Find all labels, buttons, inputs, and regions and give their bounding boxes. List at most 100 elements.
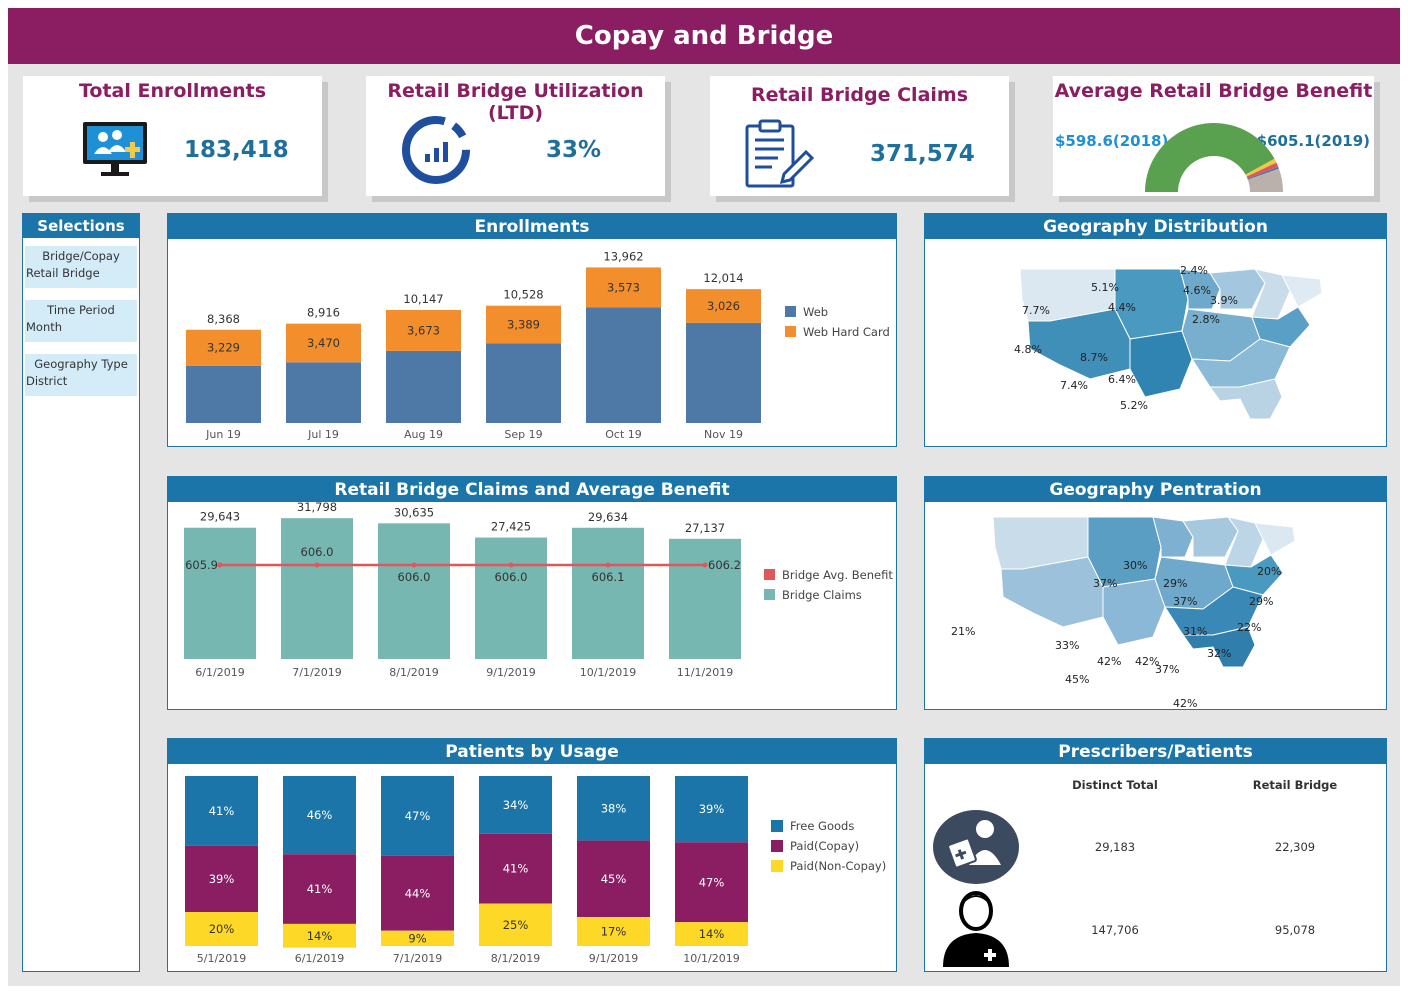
map-value-label: 7.7% bbox=[1022, 304, 1050, 317]
segment-label: 25% bbox=[503, 918, 529, 932]
segment-label: 3,389 bbox=[507, 318, 540, 332]
bar-web-hard-card bbox=[386, 309, 461, 351]
panel-title: Enrollments bbox=[168, 214, 896, 239]
geo-penetration-panel: Geography Pentration 30% 37% 29% 37% 20% 29% 2… bbox=[924, 476, 1387, 710]
legend-label: Paid(Copay) bbox=[790, 839, 859, 853]
selection-bridge-copay[interactable]: Bridge/Copay Retail Bridge bbox=[25, 246, 137, 288]
total-label: 10,147 bbox=[403, 292, 443, 306]
bar-segment bbox=[381, 776, 454, 856]
map-value-label: 37% bbox=[1155, 663, 1179, 676]
panel-title: Prescribers/Patients bbox=[925, 739, 1386, 764]
gauge-right-label: $605.1(2019) bbox=[1256, 132, 1370, 150]
legend-label: Bridge Claims bbox=[782, 588, 862, 602]
bar-value-label: 27,137 bbox=[685, 521, 725, 535]
map-value-label: 3.9% bbox=[1210, 294, 1238, 307]
segment-label: 20% bbox=[209, 922, 235, 936]
x-tick-label: 7/1/2019 bbox=[393, 952, 442, 965]
legend-swatch bbox=[771, 860, 783, 872]
map-region bbox=[1254, 522, 1296, 556]
map-region bbox=[1129, 330, 1193, 398]
panel-title: Geography Distribution bbox=[925, 214, 1386, 239]
x-tick-label: 6/1/2019 bbox=[195, 666, 244, 679]
segment-label: 3,026 bbox=[707, 299, 740, 313]
gauge-left-label: $598.6(2018) bbox=[1055, 132, 1169, 150]
page-title: Copay and Bridge bbox=[8, 8, 1400, 64]
x-tick-label: 9/1/2019 bbox=[486, 666, 535, 679]
segment-label: 41% bbox=[209, 804, 235, 818]
map-value-label: 7.4% bbox=[1060, 379, 1088, 392]
kpi-value: 183,418 bbox=[184, 137, 289, 163]
usage-chart: 41% 39% 20% 5/1/2019 46% 41% 14% 6/1/2019 47% 44%… bbox=[185, 776, 886, 965]
legend-label: Bridge Avg. Benefit bbox=[782, 568, 893, 582]
selection-label: Time Period bbox=[47, 303, 115, 317]
map-value-label: 6.4% bbox=[1108, 373, 1136, 386]
map-value-label: 5.2% bbox=[1120, 399, 1148, 412]
prescribers-panel: Prescribers/Patients Distinct Total Reta… bbox=[924, 738, 1387, 972]
selection-time-period[interactable]: Time Period Month bbox=[25, 300, 137, 342]
segment-label: 39% bbox=[699, 802, 725, 816]
kpi-title: Retail Bridge Claims bbox=[750, 84, 969, 106]
total-label: 12,014 bbox=[703, 271, 743, 285]
panel-title: Patients by Usage bbox=[168, 739, 896, 764]
kpi-value: 33% bbox=[546, 137, 602, 163]
gauge-slice bbox=[1247, 168, 1283, 192]
map-region bbox=[1182, 626, 1256, 668]
bar-segment bbox=[577, 917, 650, 946]
col-header-retail-bridge: Retail Bridge bbox=[1252, 778, 1338, 792]
bar-segment bbox=[675, 776, 748, 843]
map-value-label: 4.6% bbox=[1183, 284, 1211, 297]
gauge-slice bbox=[1247, 166, 1279, 180]
us-map: 30%37% 29%37%20%29%22%31%21%33%32%42% 42%3… bbox=[951, 516, 1296, 709]
bar-web bbox=[186, 365, 261, 423]
segment-label: 47% bbox=[699, 875, 725, 889]
claims-chart: 29,643 6/1/2019 31,798 7/1/2019 30,635 8/1/20… bbox=[184, 502, 893, 679]
avg-benefit-point bbox=[314, 562, 320, 568]
x-tick-label: 7/1/2019 bbox=[292, 666, 341, 679]
clipboard-icon bbox=[745, 119, 815, 188]
legend-label: Web bbox=[803, 305, 828, 319]
segment-label: 3,229 bbox=[207, 341, 240, 355]
legend-label: Paid(Non-Copay) bbox=[790, 859, 886, 873]
col-header-distinct-total: Distinct Total bbox=[1072, 778, 1158, 792]
map-value-label: 4.8% bbox=[1014, 343, 1042, 356]
patient-retail-bridge: 95,078 bbox=[1274, 923, 1316, 937]
map-value-label: 8.7% bbox=[1080, 351, 1108, 364]
map-value-label: 33% bbox=[1055, 639, 1079, 652]
utilization-ring-icon bbox=[402, 116, 470, 184]
map-value-label: 42% bbox=[1135, 655, 1159, 668]
bar-value-label: 29,643 bbox=[200, 510, 240, 524]
kpi-claims: Retail Bridge Claims 371,574 bbox=[710, 76, 1009, 196]
segment-label: 14% bbox=[699, 927, 725, 941]
avg-benefit-point bbox=[508, 562, 514, 568]
x-tick-label: Oct 19 bbox=[605, 428, 642, 441]
usage-panel: Patients by Usage 41% 39% 20% 5/1/2019 46% 41… bbox=[167, 738, 897, 972]
segment-label: 44% bbox=[405, 886, 431, 900]
bar-segment bbox=[283, 854, 356, 924]
map-value-label: 45% bbox=[1065, 673, 1089, 686]
panel-title: Geography Pentration bbox=[925, 477, 1386, 502]
bar-segment bbox=[675, 842, 748, 923]
bar-segment bbox=[283, 923, 356, 948]
map-value-label: 37% bbox=[1093, 577, 1117, 590]
bar-web-hard-card bbox=[586, 267, 661, 308]
kpi-average-benefit: Average Retail Bridge Benefit $598.6(201… bbox=[1053, 76, 1374, 196]
prescriber-icon bbox=[933, 810, 1019, 884]
kpi-title: Total Enrollments bbox=[78, 80, 267, 102]
selection-label: Bridge/Copay bbox=[42, 249, 120, 263]
patient-icon bbox=[943, 891, 1009, 967]
selection-value: Retail Bridge bbox=[26, 266, 100, 280]
legend-swatch bbox=[785, 306, 796, 317]
us-map: 5.1% 7.7% 2.4% 4.6% 2.8% 3.9% 4.4% 4.8% 8.7% 7.4%… bbox=[1014, 264, 1323, 420]
total-label: 13,962 bbox=[603, 249, 643, 263]
bar-segment bbox=[381, 930, 454, 946]
segment-label: 46% bbox=[307, 808, 333, 822]
x-tick-label: 9/1/2019 bbox=[589, 952, 638, 965]
selection-geography-type[interactable]: Geography Type District bbox=[25, 354, 137, 396]
x-tick-label: 6/1/2019 bbox=[295, 952, 344, 965]
kpi-value: 371,574 bbox=[870, 141, 975, 167]
selection-label: Geography Type bbox=[34, 357, 128, 371]
segment-label: 9% bbox=[408, 931, 426, 945]
selection-value: Month bbox=[26, 320, 63, 334]
segment-label: 45% bbox=[601, 872, 627, 886]
legend-swatch bbox=[764, 589, 775, 600]
